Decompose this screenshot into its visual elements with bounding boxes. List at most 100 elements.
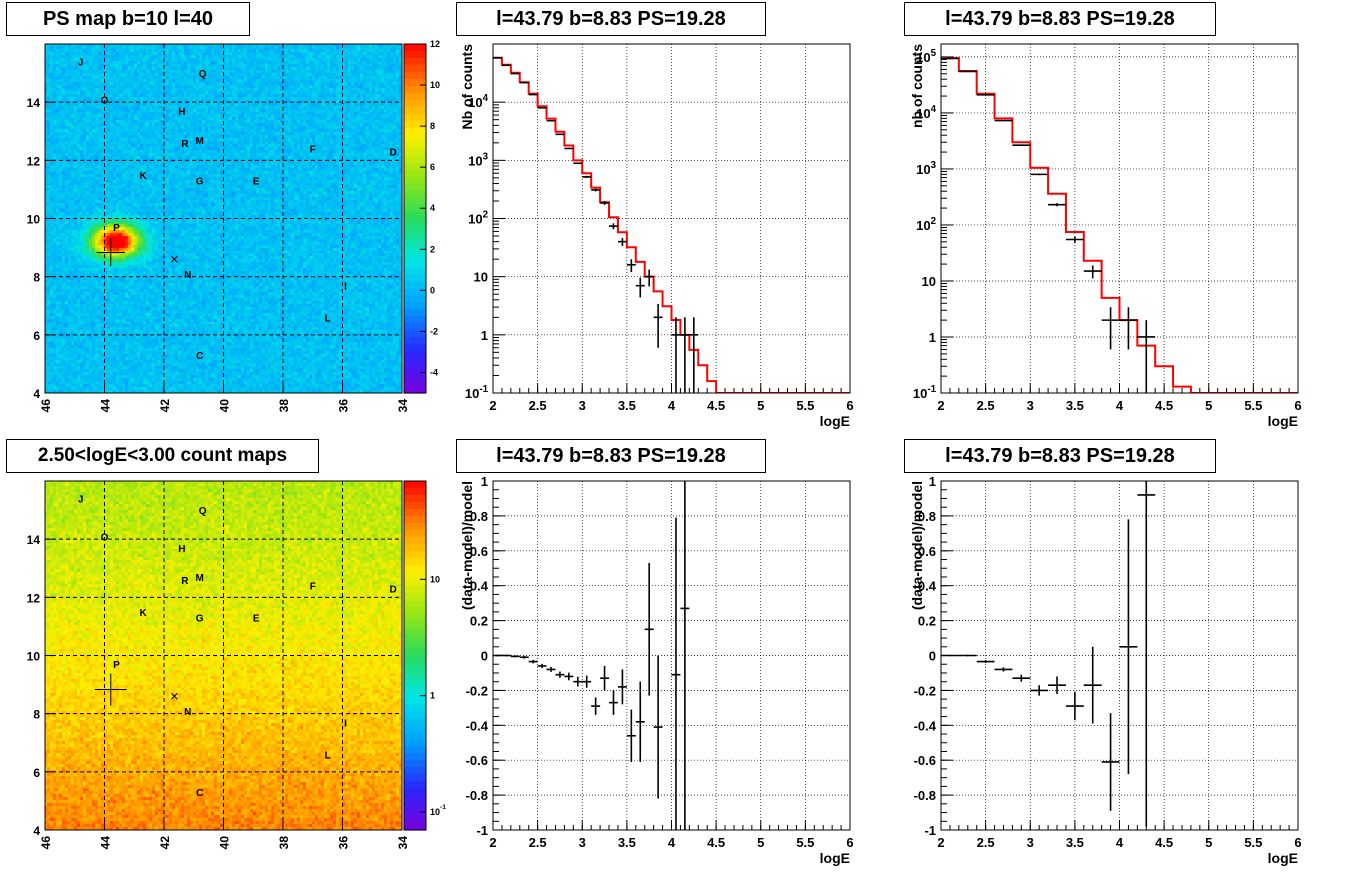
spec2-xtick-label: 4 xyxy=(1116,398,1124,413)
psmap-colorbar-segment xyxy=(404,197,426,206)
countmap-colorbar-segment xyxy=(404,508,426,517)
countmap-source-label: E xyxy=(253,614,260,625)
spec1-data-point xyxy=(591,188,601,192)
resid2-data-point xyxy=(1137,481,1156,827)
resid1-ytick-label: 1 xyxy=(481,474,488,489)
resid2-ytick-label: -0.2 xyxy=(914,683,936,698)
resid1-data-point xyxy=(653,655,663,799)
resid2-data-point xyxy=(1101,713,1120,811)
psmap-colorbar-segment xyxy=(404,44,426,52)
spec1-xtick-label: 5.5 xyxy=(796,398,814,413)
psmap-colorbar-label: 8 xyxy=(430,121,435,131)
countmap-colorbar-segment xyxy=(404,529,426,538)
spec1-data-point xyxy=(680,317,690,393)
psmap-ytick-label: 4 xyxy=(33,387,40,401)
countmap-xtick-label: 44 xyxy=(99,836,113,850)
countmap-colorbar-segment xyxy=(404,816,426,824)
spec1-data-point xyxy=(671,317,681,393)
psmap-colorbar-label: 12 xyxy=(430,39,440,49)
psmap-title: PS map b=10 l=40 xyxy=(6,2,250,36)
countmap-colorbar: 10 1 10-1 xyxy=(403,480,446,831)
resid2-xtick-label: 6 xyxy=(1294,835,1301,850)
resid2-ytick-label: -0.4 xyxy=(914,718,937,733)
resid2-ytick-label: 0.8 xyxy=(918,509,936,524)
spec1-data-point xyxy=(564,147,574,150)
resid1-data-point xyxy=(573,676,583,687)
resid1-title: l=43.79 b=8.83 PS=19.28 xyxy=(456,439,766,473)
countmap-colorbar-segment xyxy=(404,823,426,831)
spec1-model-histogram xyxy=(493,56,850,393)
resid2-data-point xyxy=(1030,685,1049,696)
spec1-xlabel: logE xyxy=(820,413,850,429)
spec2-data-point xyxy=(1030,173,1049,176)
resid2-data-point xyxy=(958,654,977,657)
resid2-ytick-label: -0.8 xyxy=(914,788,936,803)
countmap-colorbar-segment xyxy=(404,774,426,782)
spec2-ytick-label: 103 xyxy=(916,160,936,177)
psmap-source-label: O xyxy=(101,95,109,106)
psmap-colorbar-segment xyxy=(404,176,426,185)
psmap-colorbar-segment xyxy=(404,50,426,59)
resid2-ytick-label: 0.6 xyxy=(918,544,936,559)
countmap-colorbar-segment xyxy=(404,753,426,761)
countmap-xtick-label: 46 xyxy=(39,836,53,850)
psmap-colorbar-segment xyxy=(404,113,426,122)
resid1-data-point xyxy=(635,681,645,762)
resid1-data-point xyxy=(555,671,565,678)
psmap-colorbar-frame xyxy=(403,43,427,394)
resid1-xtick-label: 6 xyxy=(846,835,853,850)
resid1-xtick-label: 3 xyxy=(579,835,586,850)
countmap-colorbar-segment xyxy=(404,648,426,657)
countmap-colorbar-segment xyxy=(404,494,426,503)
psmap-colorbar-segment xyxy=(404,141,426,150)
resid1-xtick-label: 3.5 xyxy=(618,835,636,850)
psmap-xtick-label: 36 xyxy=(337,399,351,413)
spec1-data-point xyxy=(546,119,556,122)
countmap-xtick-label: 42 xyxy=(158,836,172,850)
spec1-data-point xyxy=(573,162,583,165)
psmap-colorbar-segment xyxy=(404,351,426,359)
countmap-colorbar-segment xyxy=(404,536,426,545)
psmap-colorbar-segment xyxy=(404,71,426,80)
countmap-colorbar-segment xyxy=(404,809,426,817)
countmap-source-label: G xyxy=(196,614,204,625)
countmap-source-label: I xyxy=(344,718,347,729)
resid2-xtick-label: 3.5 xyxy=(1066,835,1084,850)
spec2-ytick-label: 10 xyxy=(922,274,936,289)
spec1-data-point xyxy=(635,277,645,298)
spec1-xtick-label: 4 xyxy=(668,398,676,413)
resid1-series-0 xyxy=(493,481,690,830)
resid1-data-point xyxy=(510,655,520,658)
psmap-colorbar-segment xyxy=(404,85,426,94)
spec1-data-point xyxy=(626,259,636,273)
spec2-model-histogram xyxy=(941,57,1298,393)
spec1-frame xyxy=(492,43,851,394)
countmap-colorbar-segment xyxy=(404,676,426,685)
countmap-colorbar-segment xyxy=(404,802,426,810)
spec2-data-point xyxy=(1065,236,1084,244)
spec2-series-0 xyxy=(941,57,1298,393)
countmap-colorbar-segment xyxy=(404,599,426,608)
countmap-colorbar-segment xyxy=(404,697,426,705)
psmap-xtick-label: 44 xyxy=(99,399,113,413)
countmap-xtick-label: 38 xyxy=(277,836,291,850)
psmap-ytick-label: 6 xyxy=(33,329,40,343)
resid1-data-point xyxy=(591,697,601,715)
resid2-data-point xyxy=(941,654,959,657)
psmap-colorbar-segment xyxy=(404,190,426,199)
psmap-colorbar-segment xyxy=(404,169,426,178)
psmap-colorbar-segment xyxy=(404,92,426,101)
spec1-data-point xyxy=(609,223,618,230)
psmap-colorbar-segment xyxy=(404,239,426,248)
psmap-colorbar-segment xyxy=(404,246,426,254)
resid1-data-point xyxy=(671,517,681,830)
resid2-xtick-label: 4 xyxy=(1116,835,1124,850)
resid1-xtick-label: 2.5 xyxy=(529,835,547,850)
resid1-data-point xyxy=(626,709,636,762)
psmap-source-label: F xyxy=(310,145,316,156)
spec2-data-point xyxy=(1137,320,1156,393)
psmap-colorbar-segment xyxy=(404,358,426,366)
resid1-data-point xyxy=(680,481,690,830)
psmap-colorbar-segment xyxy=(404,267,426,275)
